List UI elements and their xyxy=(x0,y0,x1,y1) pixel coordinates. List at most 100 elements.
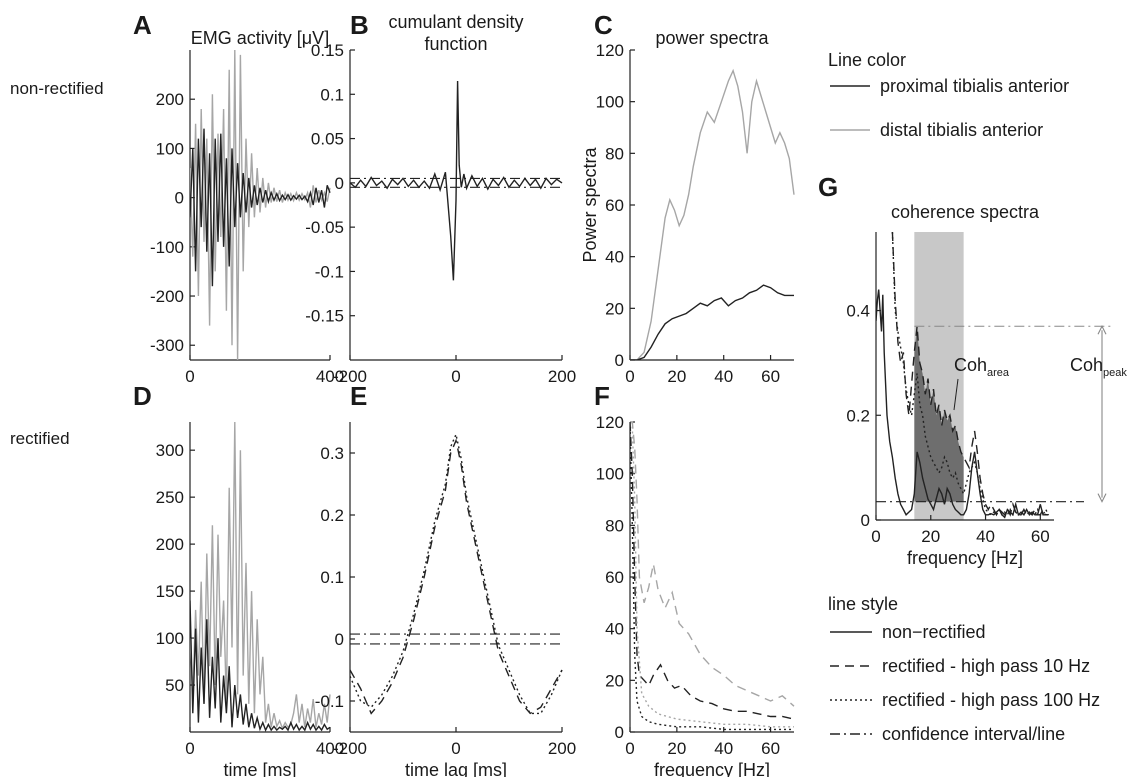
y-tick-label: 150 xyxy=(156,582,184,601)
series-line-f-1 xyxy=(630,421,795,720)
y-tick-label: 20 xyxy=(605,299,624,318)
x-tick-label: 60 xyxy=(1031,527,1050,546)
y-tick-label: 0.15 xyxy=(311,41,344,60)
y-tick-label: -100 xyxy=(150,238,184,257)
coh-area-label: Coharea xyxy=(954,355,1010,379)
panel-letter-f: F xyxy=(594,381,610,411)
x-tick-label: 40 xyxy=(714,367,733,386)
coh-area-main: Coh xyxy=(954,355,987,375)
x-tick-label: 400 xyxy=(316,739,344,758)
y-axis-label-c: Power spectra xyxy=(580,146,600,262)
coh-peak-arrowhead-top xyxy=(1097,325,1107,335)
x-axis-label-g: frequency [Hz] xyxy=(907,548,1023,568)
series-line-e-1 xyxy=(350,432,563,715)
x-tick-label: 0 xyxy=(451,367,460,386)
series-line-c-0 xyxy=(630,68,795,360)
y-tick-label: 0.1 xyxy=(320,85,344,104)
x-tick-label: 20 xyxy=(667,739,686,758)
x-axis-label-e: time lag [ms] xyxy=(405,760,507,777)
row-label-top: non-rectified xyxy=(10,79,104,98)
y-tick-label: 80 xyxy=(605,516,624,535)
y-tick-label: -0.15 xyxy=(305,307,344,326)
y-tick-label: 0 xyxy=(615,723,624,742)
series-line-d-1 xyxy=(190,600,331,732)
y-tick-label: -0.05 xyxy=(305,218,344,237)
y-tick-label: -0.1 xyxy=(315,262,344,281)
x-tick-label: 20 xyxy=(667,367,686,386)
x-tick-label: 20 xyxy=(921,527,940,546)
x-tick-label: -200 xyxy=(333,739,367,758)
coh-peak-main: Coh xyxy=(1070,355,1103,375)
legend-style-title: line style xyxy=(828,594,898,614)
x-tick-label: 0 xyxy=(451,739,460,758)
y-tick-label: 0.2 xyxy=(320,506,344,525)
legend-style-label: confidence interval/line xyxy=(882,724,1065,744)
y-tick-label: 40 xyxy=(605,620,624,639)
y-tick-label: 60 xyxy=(605,568,624,587)
y-tick-label: 80 xyxy=(605,144,624,163)
coh-area-sub: area xyxy=(987,367,1010,379)
series-line-d-0 xyxy=(190,421,331,730)
y-tick-label: 300 xyxy=(156,441,184,460)
y-tick-label: 0.2 xyxy=(846,406,870,425)
coh-peak-arrowhead-bottom xyxy=(1097,493,1107,503)
x-tick-label: 200 xyxy=(548,739,576,758)
legend-color-label: proximal tibialis anterior xyxy=(880,76,1069,96)
x-tick-label: 40 xyxy=(714,739,733,758)
x-axis-label-d: time [ms] xyxy=(223,760,296,777)
x-tick-label: 60 xyxy=(761,367,780,386)
y-tick-label: 200 xyxy=(156,90,184,109)
y-tick-label: 0.1 xyxy=(320,568,344,587)
y-tick-label: 250 xyxy=(156,488,184,507)
y-tick-label: 0 xyxy=(861,511,870,530)
y-tick-label: 100 xyxy=(596,93,624,112)
x-tick-label: 0 xyxy=(871,527,880,546)
series-line-g-1 xyxy=(891,231,1049,517)
y-tick-label: 0 xyxy=(335,174,344,193)
series-line-f-0 xyxy=(630,421,795,707)
row-label-bottom: rectified xyxy=(10,429,70,448)
y-tick-label: 0.3 xyxy=(320,444,344,463)
y-tick-label: 100 xyxy=(596,465,624,484)
panel-letter-b: B xyxy=(350,10,369,40)
panel-letter-a: A xyxy=(133,10,152,40)
chart-title-b: cumulant density function xyxy=(388,12,523,54)
x-tick-label: -200 xyxy=(333,367,367,386)
chart-title-g: coherence spectra xyxy=(891,202,1040,222)
panel-letter-d: D xyxy=(133,381,152,411)
chart-title-a: EMG activity [μV] xyxy=(191,28,329,48)
series-line-a-1 xyxy=(190,128,331,287)
series-line-f-3 xyxy=(630,421,794,731)
panel-letter-c: C xyxy=(594,10,613,40)
y-tick-label: 40 xyxy=(605,248,624,267)
y-tick-label: 20 xyxy=(605,671,624,690)
coh-peak-label: Cohpeak xyxy=(1070,355,1127,379)
x-tick-label: 0 xyxy=(625,367,634,386)
x-tick-label: 40 xyxy=(976,527,995,546)
coh-peak-sub: peak xyxy=(1103,367,1127,379)
y-tick-label: 200 xyxy=(156,535,184,554)
coherence-area-fill xyxy=(914,326,964,502)
coh-area-pointer xyxy=(953,378,959,411)
legend-color-title: Line color xyxy=(828,50,906,70)
chart-title-c: power spectra xyxy=(655,28,769,48)
legend-style-label: non−rectified xyxy=(882,622,986,642)
series-line-b-0 xyxy=(350,80,563,281)
x-tick-label: 400 xyxy=(316,367,344,386)
y-tick-label: 60 xyxy=(605,196,624,215)
panel-letter-g: G xyxy=(818,172,838,202)
series-line-e-0 xyxy=(350,438,563,715)
legend-color-label: distal tibialis anterior xyxy=(880,120,1043,140)
y-tick-label: -300 xyxy=(150,336,184,355)
x-tick-label: 60 xyxy=(761,739,780,758)
y-tick-label: 120 xyxy=(596,413,624,432)
y-tick-label: 50 xyxy=(165,676,184,695)
series-line-a-0 xyxy=(190,49,331,360)
x-tick-label: 0 xyxy=(185,739,194,758)
y-tick-label: 0 xyxy=(175,189,184,208)
y-tick-label: 0.4 xyxy=(846,302,870,321)
panel-letter-e: E xyxy=(350,381,367,411)
legend-style-label: rectified - high pass 10 Hz xyxy=(882,656,1090,676)
y-tick-label: 100 xyxy=(156,629,184,648)
